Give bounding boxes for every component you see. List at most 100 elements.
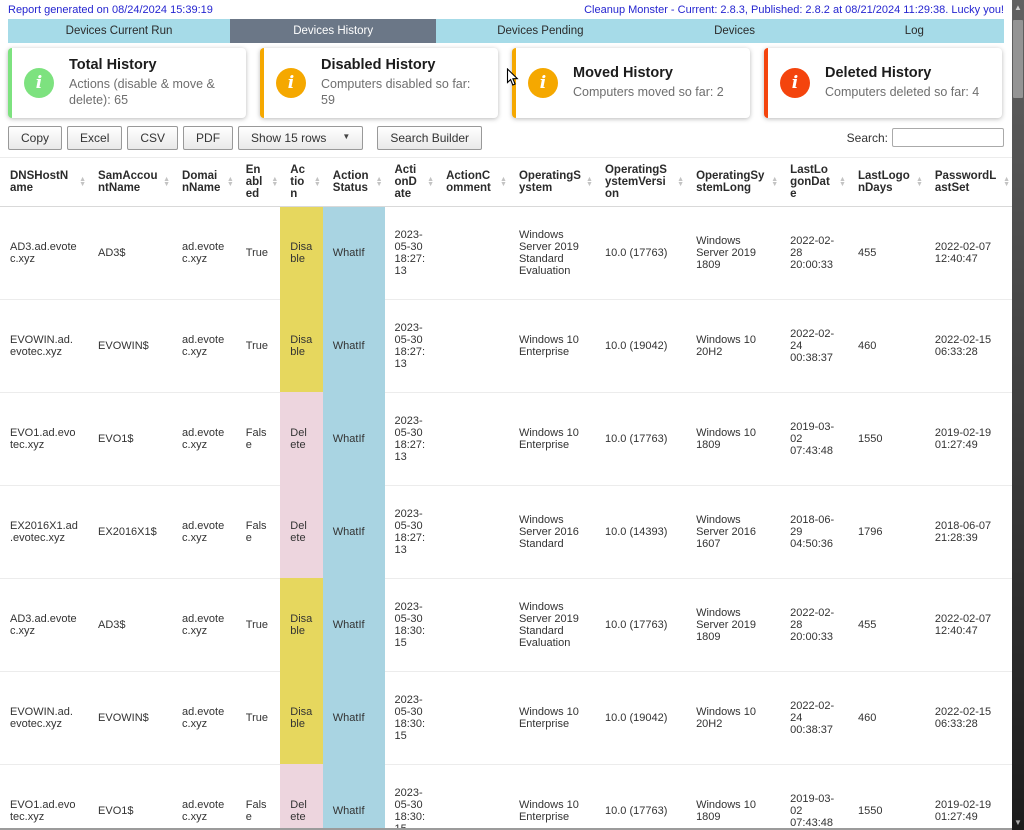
column-label: DomainName bbox=[182, 169, 221, 194]
table-row[interactable]: EVO1.ad.evotec.xyz EVO1$ ad.evotec.xyz Fals… bbox=[0, 764, 1012, 830]
cell-enabled: True bbox=[235, 299, 281, 393]
tab-log[interactable]: Log bbox=[824, 19, 1004, 43]
cell-dnshostname: AD3.ad.evotec.xyz bbox=[0, 578, 89, 672]
cell-operatingsystem: Windows 10 Enterprise bbox=[508, 671, 595, 765]
table-row[interactable]: AD3.ad.evotec.xyz AD3$ ad.evotec.xyz True Di… bbox=[0, 578, 1012, 672]
cell-dnshostname: EVO1.ad.evotec.xyz bbox=[0, 392, 89, 486]
scroll-down-icon[interactable]: ▼ bbox=[1014, 818, 1022, 827]
cell-actionstatus: WhatIf bbox=[322, 485, 385, 578]
cell-lastlogondate: 2019-03-02 07:43:48 bbox=[780, 764, 848, 830]
column-header-actiondate[interactable]: ActionDate ▲ ▼ bbox=[384, 156, 437, 207]
tab-devices-current-run[interactable]: Devices Current Run bbox=[8, 19, 231, 43]
cell-domainname: ad.evotec.xyz bbox=[172, 764, 236, 830]
cell-enabled: True bbox=[235, 671, 281, 765]
card-text: Actions (disable & move & delete): 65 bbox=[69, 77, 215, 108]
column-header-passwordlastset[interactable]: PasswordLastSet ▲ ▼ bbox=[924, 156, 1012, 207]
column-header-enabled[interactable]: Enabled ▲ ▼ bbox=[235, 156, 281, 207]
cell-operatingsystemversion: 10.0 (14393) bbox=[594, 485, 687, 579]
cell-actioncomment bbox=[436, 485, 509, 579]
column-header-domainname[interactable]: DomainName ▲ ▼ bbox=[172, 156, 236, 207]
column-header-operatingsystemlong[interactable]: OperatingSystemLong ▲ ▼ bbox=[686, 156, 781, 207]
scroll-up-icon[interactable]: ▲ bbox=[1014, 3, 1022, 12]
sort-arrows-icon: ▲ ▼ bbox=[677, 175, 685, 188]
copy-button[interactable]: Copy bbox=[8, 125, 63, 150]
column-header-lastlogondate[interactable]: LastLogonDate ▲ ▼ bbox=[780, 156, 848, 207]
vertical-scrollbar[interactable]: ▲ ▼ bbox=[1012, 0, 1024, 830]
cell-operatingsystemversion: 10.0 (17763) bbox=[594, 392, 687, 486]
sort-arrows-icon: ▲ ▼ bbox=[586, 175, 593, 188]
column-header-actionstatus[interactable]: ActionStatus ▲ ▼ bbox=[322, 156, 385, 207]
cell-actiondate: 2023-05-30 18:27:13 bbox=[384, 392, 437, 486]
table-row[interactable]: EX2016X1.ad.evotec.xyz EX2016X1$ ad.evotec… bbox=[0, 485, 1012, 579]
tab-devices-pending[interactable]: Devices Pending bbox=[436, 19, 645, 43]
card-disabled-history: i Disabled History Computers disabled so f… bbox=[260, 48, 498, 118]
cell-domainname: ad.evotec.xyz bbox=[172, 485, 236, 579]
info-icon: i bbox=[276, 67, 306, 98]
cell-actioncomment bbox=[436, 206, 509, 300]
cell-action: Disable bbox=[280, 299, 323, 392]
cell-actioncomment bbox=[436, 392, 509, 486]
search-input[interactable] bbox=[892, 128, 1004, 147]
cell-actionstatus: WhatIf bbox=[322, 206, 385, 299]
column-header-operatingsystemversion[interactable]: OperatingSystemVersion ▲ ▼ bbox=[594, 156, 687, 207]
cell-actiondate: 2023-05-30 18:27:13 bbox=[384, 485, 437, 579]
column-header-dnshostname[interactable]: DNSHostName ▲ ▼ bbox=[0, 156, 89, 207]
cell-passwordlastset: 2018-06-07 21:28:39 bbox=[924, 485, 1012, 579]
table-row[interactable]: AD3.ad.evotec.xyz AD3$ ad.evotec.xyz True Di… bbox=[0, 206, 1012, 300]
sort-arrows-icon: ▲ ▼ bbox=[375, 175, 383, 188]
column-header-lastlogondays[interactable]: LastLogonDays ▲ ▼ bbox=[847, 156, 925, 207]
cell-samaccountname: EVO1$ bbox=[88, 764, 173, 830]
table-row[interactable]: EVO1.ad.evotec.xyz EVO1$ ad.evotec.xyz Fals… bbox=[0, 392, 1012, 486]
cell-actiondate: 2023-05-30 18:30:15 bbox=[384, 578, 437, 672]
tab-devices[interactable]: Devices bbox=[644, 19, 825, 43]
report-generated-text: Report generated on 08/24/2024 15:39:19 bbox=[8, 4, 213, 16]
column-label: OperatingSystemVersion bbox=[604, 163, 667, 200]
cell-action: Delete bbox=[280, 485, 323, 578]
column-label: LastLogonDays bbox=[857, 169, 910, 194]
cell-actionstatus: WhatIf bbox=[322, 299, 385, 392]
cell-samaccountname: EVOWIN$ bbox=[88, 671, 173, 765]
pdf-button[interactable]: PDF bbox=[183, 125, 234, 150]
cell-actioncomment bbox=[436, 299, 509, 393]
cell-lastlogondate: 2022-02-28 20:00:33 bbox=[780, 578, 848, 672]
rows-per-page-label: Show 15 rows bbox=[251, 130, 327, 145]
cell-operatingsystemversion: 10.0 (17763) bbox=[594, 764, 687, 830]
sort-arrows-icon: ▲ ▼ bbox=[427, 175, 435, 188]
cell-domainname: ad.evotec.xyz bbox=[172, 578, 236, 672]
column-header-operatingsystem[interactable]: OperatingSystem ▲ ▼ bbox=[508, 156, 595, 207]
column-label: Action bbox=[290, 163, 305, 200]
tab-devices-history[interactable]: Devices History bbox=[230, 19, 437, 43]
column-header-action[interactable]: Action ▲ ▼ bbox=[280, 156, 323, 207]
cell-samaccountname: AD3$ bbox=[88, 578, 173, 672]
summary-cards: i Total History Actions (disable & move & … bbox=[8, 48, 1002, 118]
column-header-samaccountname[interactable]: SamAccountName ▲ ▼ bbox=[88, 156, 173, 207]
cell-lastlogondate: 2022-02-28 20:00:33 bbox=[780, 206, 848, 300]
cell-actiondate: 2023-05-30 18:27:13 bbox=[384, 206, 437, 300]
column-header-actioncomment[interactable]: ActionComment ▲ ▼ bbox=[436, 156, 509, 207]
cell-operatingsystemlong: Windows 10 20H2 bbox=[686, 299, 781, 393]
table-row[interactable]: EVOWIN.ad.evotec.xyz EVOWIN$ ad.evotec.xyz… bbox=[0, 671, 1012, 765]
cell-enabled: False bbox=[235, 764, 281, 830]
cell-lastlogondays: 455 bbox=[847, 578, 925, 672]
cell-lastlogondate: 2019-03-02 07:43:48 bbox=[780, 392, 848, 486]
cell-actiondate: 2023-05-30 18:30:15 bbox=[384, 671, 437, 765]
card-title: Moved History bbox=[573, 65, 673, 82]
top-info-bar: Report generated on 08/24/2024 15:39:19 … bbox=[0, 0, 1012, 19]
export-buttons-group: Copy Excel CSV PDF bbox=[8, 125, 238, 150]
chevron-down-icon: ▼ bbox=[342, 131, 351, 141]
search-builder-button[interactable]: Search Builder bbox=[377, 125, 483, 150]
cell-action: Disable bbox=[280, 206, 323, 299]
cell-dnshostname: EVOWIN.ad.evotec.xyz bbox=[0, 671, 89, 765]
scrollbar-thumb[interactable] bbox=[1013, 20, 1023, 98]
column-label: DNSHostName bbox=[10, 169, 69, 194]
cell-lastlogondate: 2018-06-29 04:50:36 bbox=[780, 485, 848, 579]
excel-button[interactable]: Excel bbox=[67, 125, 123, 150]
csv-button[interactable]: CSV bbox=[127, 125, 179, 150]
rows-per-page-dropdown[interactable]: Show 15 rows ▼ bbox=[238, 125, 364, 150]
cell-lastlogondays: 460 bbox=[847, 299, 925, 393]
cell-passwordlastset: 2022-02-07 12:40:47 bbox=[924, 206, 1012, 300]
cell-action: Disable bbox=[280, 671, 323, 764]
table-row[interactable]: EVOWIN.ad.evotec.xyz EVOWIN$ ad.evotec.xyz… bbox=[0, 299, 1012, 393]
cell-lastlogondays: 1796 bbox=[847, 485, 925, 579]
